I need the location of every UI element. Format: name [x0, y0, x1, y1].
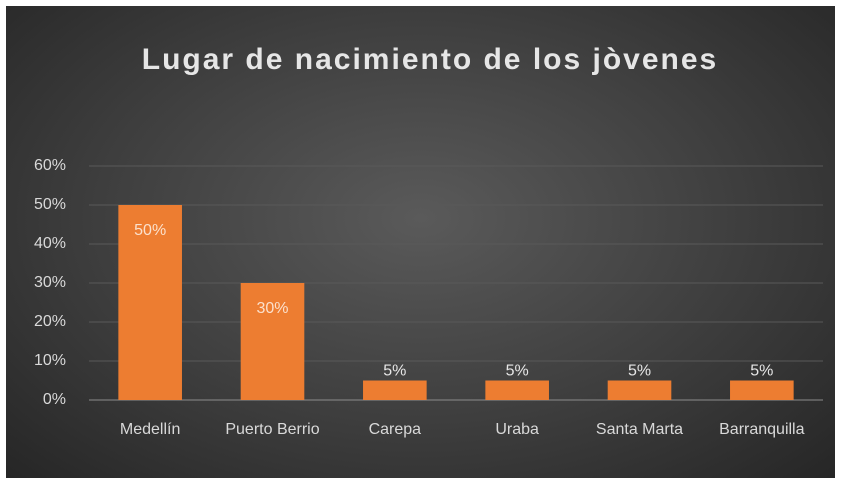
data-label: 5%: [506, 363, 529, 380]
bar: [363, 380, 427, 400]
y-tick-label: 20%: [34, 313, 66, 330]
data-label: 50%: [134, 222, 166, 239]
x-tick-label: Medellín: [119, 421, 181, 438]
bar: [240, 283, 305, 400]
bar: [607, 380, 672, 400]
chart-title: Lugar de nacimiento de los jòvenes: [141, 43, 719, 76]
bar: [118, 205, 182, 400]
y-tick-label: 60%: [34, 157, 66, 174]
data-label: 5%: [750, 363, 773, 380]
data-label: 30%: [256, 300, 288, 317]
x-tick-label: Carepa: [368, 421, 422, 438]
y-tick-label: 30%: [34, 274, 66, 291]
y-tick-label: 40%: [34, 235, 66, 252]
plot: 0% 10% 20% 30% 40% 50% 60% 50% 30% 5% 5% 5% 5%: [34, 157, 823, 408]
bar: [730, 380, 794, 400]
y-tick-label: 10%: [34, 352, 66, 369]
x-tick-label: Puerto Berrio: [225, 421, 320, 438]
data-label: 5%: [383, 363, 406, 380]
x-tick-label: Santa Marta: [595, 421, 684, 438]
x-tick-label: Uraba: [495, 421, 539, 438]
y-tick-label: 50%: [34, 196, 66, 213]
bar: [485, 380, 549, 400]
data-label: 5%: [628, 363, 651, 380]
y-tick-label: 0%: [43, 391, 66, 408]
x-tick-label: Barranquilla: [719, 421, 805, 438]
chart: 0% 10% 20% 30% 40% 50% 60% 50% 30% 5% 5% 5% 5% Lugar…: [6, 6, 835, 478]
